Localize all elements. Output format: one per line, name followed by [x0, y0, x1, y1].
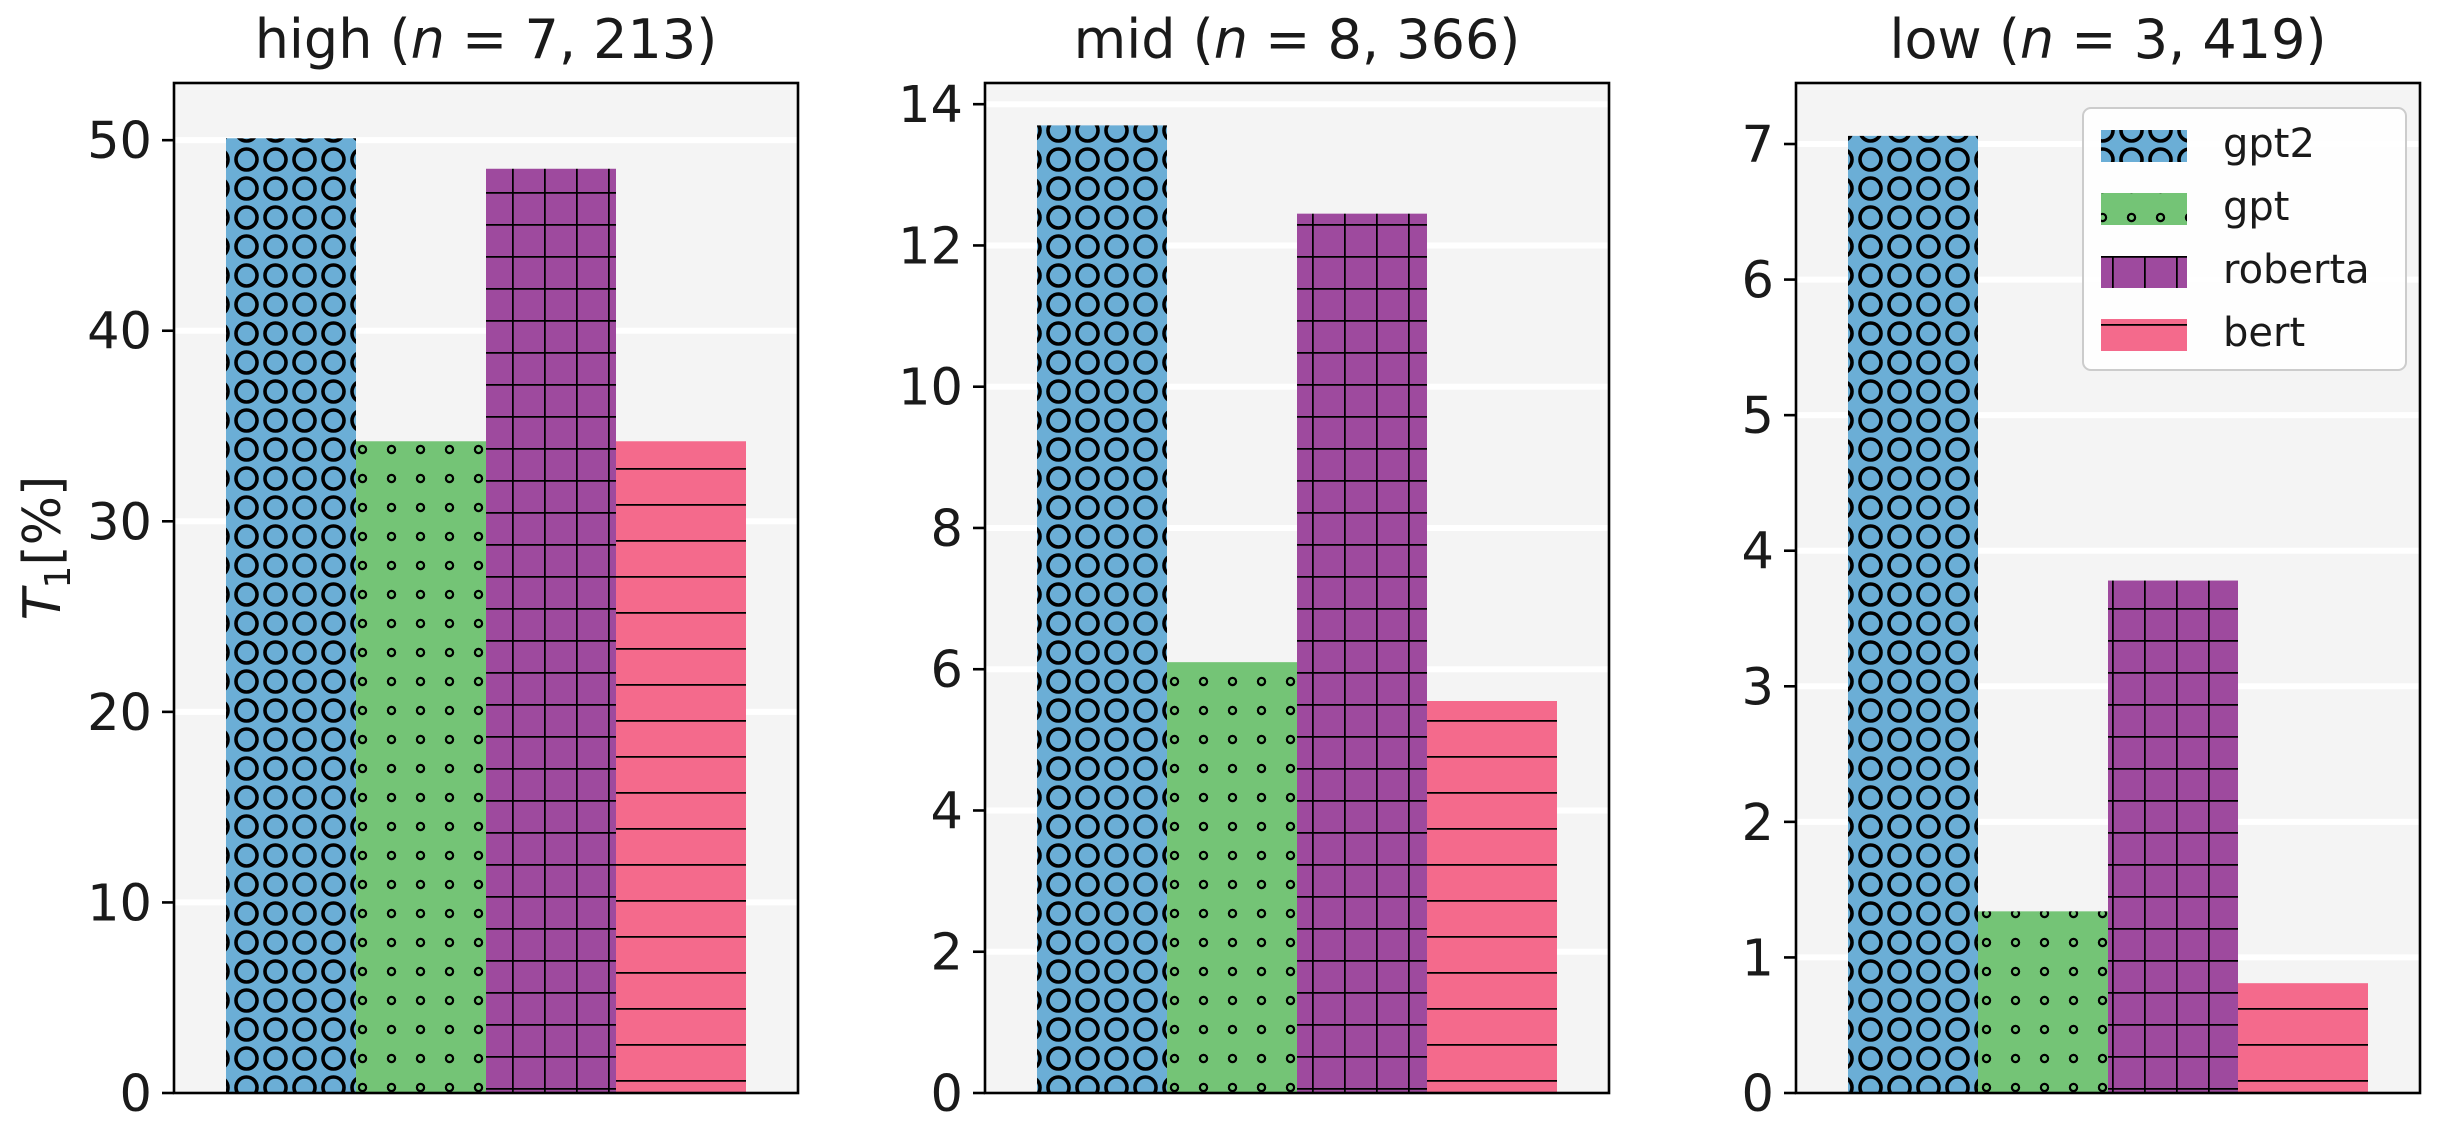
subplot-1: 0 10 20 30 40 50 high (n = 7, 213) T1[%]	[13, 8, 800, 1124]
y-tick-label: 4	[931, 782, 963, 841]
bar-bert	[2238, 983, 2368, 1093]
bar-gpt2	[1037, 125, 1167, 1093]
legend-swatch-bert	[2101, 319, 2187, 351]
bar-gpt	[356, 441, 486, 1093]
bar-gpt2	[1848, 135, 1978, 1093]
y-tick-label: 0	[1742, 1065, 1774, 1124]
y-tick-label: 1	[1742, 929, 1774, 988]
y-tick-label: 0	[120, 1065, 152, 1124]
subplot-3: 0 1 2 3 4 5 6 7 low (n = 3, 419) gpt2 gpt roberta be…	[1742, 8, 2422, 1124]
legend-label-bert: bert	[2223, 310, 2305, 356]
legend-label-gpt2: gpt2	[2223, 121, 2315, 167]
legend-label-gpt: gpt	[2223, 184, 2289, 230]
y-tick-label: 4	[1742, 523, 1774, 582]
legend-box	[2082, 107, 2407, 371]
y-tick-label: 12	[898, 217, 963, 276]
y-tick-label: 2	[931, 924, 963, 983]
bar-bert	[616, 441, 746, 1093]
axes-frame	[983, 81, 1611, 1095]
axes-frame	[1794, 81, 2422, 1095]
y-tick-label: 50	[87, 112, 152, 171]
legend-swatch-gpt2	[2101, 130, 2187, 162]
y-tick-label: 10	[898, 359, 963, 418]
bar-roberta	[1297, 213, 1427, 1094]
bar-roberta	[486, 168, 616, 1094]
y-tick-label: 10	[87, 874, 152, 933]
bar-bert	[1427, 701, 1557, 1093]
subplot-2: 0 2 4 6 8 10 12 14 mid (n = 8, 366)	[898, 8, 1611, 1124]
y-tick-label: 14	[898, 76, 963, 135]
y-tick-label: 20	[87, 684, 152, 743]
subplot-title: low (n = 3, 419)	[1889, 8, 2326, 71]
subplot-title: mid (n = 8, 366)	[1074, 8, 1521, 71]
y-tick-label: 0	[931, 1065, 963, 1124]
bar-gpt2	[226, 138, 356, 1093]
y-tick-label: 7	[1742, 116, 1774, 175]
y-tick-label: 5	[1742, 387, 1774, 446]
bar-roberta	[2108, 580, 2238, 1093]
bar-gpt	[1167, 662, 1297, 1093]
y-axis-label: T1[%]	[13, 476, 79, 621]
y-tick-label: 2	[1742, 794, 1774, 853]
legend: gpt2 gpt roberta bert	[2082, 107, 2407, 371]
y-tick-label: 6	[931, 641, 963, 700]
y-tick-label: 40	[87, 303, 152, 362]
axes-frame	[172, 81, 800, 1095]
y-tick-label: 3	[1742, 658, 1774, 717]
legend-swatch-roberta	[2101, 256, 2187, 288]
legend-swatch-gpt	[2101, 193, 2187, 225]
y-tick-label: 6	[1742, 252, 1774, 311]
subplot-title: high (n = 7, 213)	[255, 8, 718, 71]
bar-gpt	[1978, 911, 2108, 1093]
y-tick-label: 8	[931, 500, 963, 559]
legend-label-roberta: roberta	[2223, 247, 2370, 293]
y-tick-label: 30	[87, 493, 152, 552]
